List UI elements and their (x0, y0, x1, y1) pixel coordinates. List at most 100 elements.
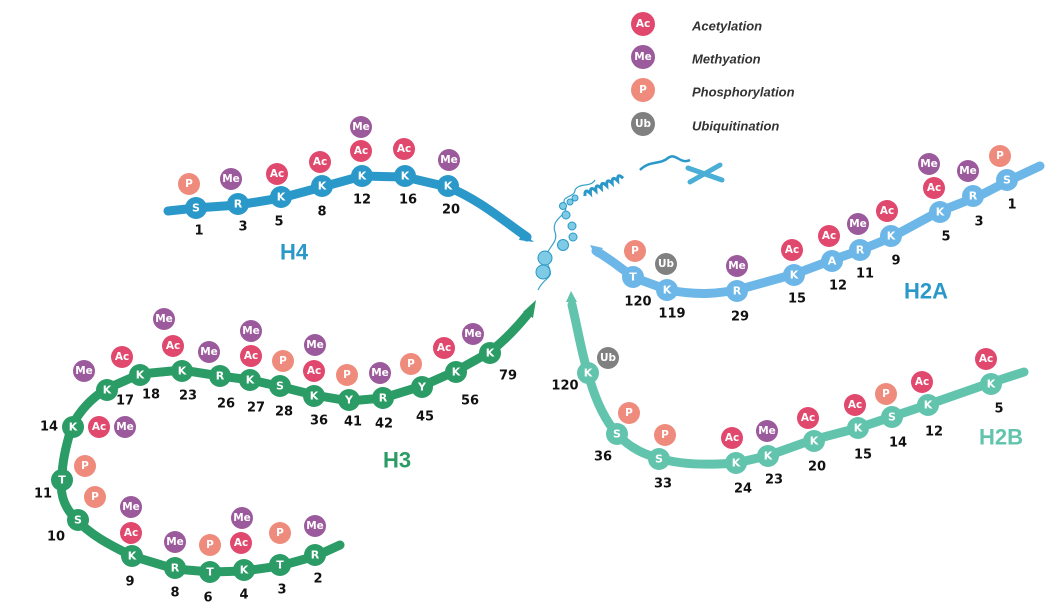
svg-text:2: 2 (313, 572, 322, 587)
svg-text:K: K (790, 269, 799, 282)
phosphorylation-badge-icon: P (272, 350, 294, 372)
acetylation-badge-icon: Ac (818, 225, 840, 247)
methylation-badge-icon: Me (73, 360, 95, 382)
methylation-badge-icon (631, 45, 655, 69)
svg-text:P: P (343, 369, 351, 381)
svg-text:15: 15 (854, 448, 872, 463)
phosphorylation-badge-icon: P (654, 424, 676, 446)
acetylation-badge-icon: Ac (111, 346, 133, 368)
acetylation-badge-icon: Ac (876, 200, 898, 222)
phosphorylation-badge-icon: P (269, 522, 291, 544)
residue-node: K 119 (656, 279, 686, 322)
residue-node: K5 (270, 186, 292, 230)
svg-text:R: R (311, 549, 320, 562)
svg-text:Me: Me (122, 501, 140, 513)
residue-node: K 16 (394, 165, 417, 208)
svg-text:Ac: Ac (927, 182, 941, 194)
residue-node: K 79 (479, 342, 517, 384)
methylation-badge-icon: Me (304, 515, 326, 537)
residue-node: K 20 (803, 430, 826, 475)
residue-node: K5 (980, 373, 1004, 417)
residue-node: Y 45 (411, 376, 434, 425)
svg-text:P: P (882, 388, 890, 400)
svg-text:79: 79 (499, 369, 517, 384)
svg-text:Me: Me (728, 260, 746, 272)
acetylation-badge-icon: Ac (350, 140, 372, 162)
h2a-arrow-tip-icon (590, 245, 603, 257)
svg-text:Me: Me (464, 328, 482, 340)
svg-text:3: 3 (238, 220, 247, 235)
svg-text:56: 56 (461, 394, 479, 409)
residue-node: K8 (311, 175, 333, 220)
methylation-badge-icon: Me (756, 420, 778, 442)
acetylation-badge-icon: Ac (120, 522, 142, 544)
svg-text:119: 119 (658, 307, 685, 322)
svg-text:Me: Me (166, 536, 184, 548)
svg-text:S: S (888, 411, 896, 424)
svg-text:Ac: Ac (166, 340, 180, 352)
svg-text:P: P (91, 491, 99, 503)
svg-text:K: K (444, 180, 453, 193)
svg-text:9: 9 (891, 254, 900, 269)
phosphorylation-badge-icon: P (618, 402, 640, 424)
methylation-badge-icon: Me (847, 213, 869, 235)
residue-node: K9 (121, 545, 143, 590)
svg-text:120: 120 (551, 379, 578, 394)
svg-text:12: 12 (925, 425, 943, 440)
svg-text:Ac: Ac (725, 432, 739, 444)
svg-text:Ac: Ac (397, 143, 411, 155)
acetylation-badge-icon: Ac (781, 239, 803, 261)
residue-node: A 12 (821, 250, 847, 294)
svg-text:S: S (613, 428, 621, 441)
svg-text:K: K (358, 170, 367, 183)
residue-node: T 11 (34, 469, 73, 502)
acetylation-badge-icon: Ac (975, 348, 997, 370)
svg-text:45: 45 (416, 410, 434, 425)
residue-node: S 33 (648, 448, 672, 492)
svg-text:P: P (625, 407, 633, 419)
histone-label-h4: H4 (280, 240, 309, 265)
svg-text:8: 8 (317, 205, 326, 220)
acetylation-badge-icon: Ac (393, 138, 415, 160)
svg-text:Me: Me (352, 121, 370, 133)
residue-node: K 15 (783, 264, 806, 307)
svg-text:Ac: Ac (307, 365, 321, 377)
svg-text:K: K (486, 347, 495, 360)
residue-node: K 120 (551, 362, 599, 394)
h3-arrow-tip-icon (523, 300, 536, 318)
svg-text:Ac: Ac (437, 342, 451, 354)
legend-label: Acetylation (691, 19, 762, 34)
ubiquitination-badge-icon: Ub (655, 253, 677, 275)
methylation-badge-icon: Me (120, 496, 142, 518)
methylation-badge-icon: Me (726, 255, 748, 277)
svg-text:5: 5 (274, 215, 283, 230)
svg-text:R: R (733, 285, 742, 298)
residue-node: Y 41 (338, 389, 362, 430)
svg-text:S: S (1003, 174, 1011, 187)
methylation-badge-icon: Me (350, 116, 372, 138)
svg-text:K: K (240, 564, 249, 577)
svg-text:28: 28 (275, 405, 293, 420)
residue-node: S1 (996, 169, 1018, 213)
residue-node: K5 (929, 201, 951, 245)
h2b-backbone (567, 300, 1029, 469)
svg-text:20: 20 (442, 203, 460, 218)
svg-text:1: 1 (194, 224, 203, 239)
svg-text:K: K (584, 367, 593, 380)
methylation-badge-icon: Me (462, 323, 484, 345)
residue-node: R3 (227, 193, 249, 235)
svg-text:K: K (69, 421, 78, 434)
svg-text:P: P (407, 358, 415, 370)
svg-text:6: 6 (203, 591, 212, 606)
svg-text:27: 27 (247, 401, 265, 416)
svg-text:1: 1 (1007, 198, 1016, 213)
svg-text:K: K (310, 390, 319, 403)
svg-text:P: P (81, 460, 89, 472)
acetylation-badge-icon (631, 12, 655, 36)
acetylation-badge-icon: Ac (797, 407, 819, 429)
svg-text:Me: Me (75, 365, 93, 377)
svg-text:S: S (655, 453, 663, 466)
methylation-badge-icon: Me (369, 362, 391, 384)
svg-text:36: 36 (594, 450, 612, 465)
